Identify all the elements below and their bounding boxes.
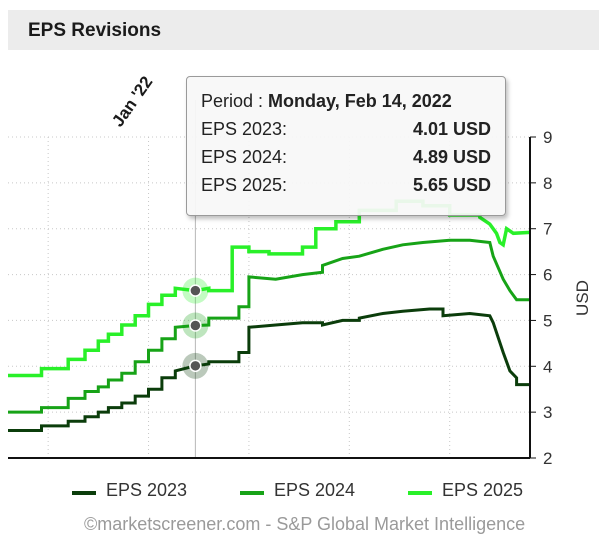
- marker-dot: [189, 284, 202, 297]
- tooltip-period-value: Monday, Feb 14, 2022: [268, 91, 452, 111]
- marker-layer[interactable]: [182, 277, 209, 379]
- series-layer: [8, 199, 531, 432]
- data-tooltip: Period : Monday, Feb 14, 2022 EPS 2023: …: [186, 76, 506, 216]
- y-tick-label: 6: [543, 266, 552, 285]
- hover-marker-eps-2023[interactable]: [182, 352, 209, 379]
- chart-header: EPS Revisions: [8, 10, 599, 50]
- tooltip-row-value: 4.01 USD: [412, 119, 491, 139]
- tooltip-row-label: EPS 2024:: [201, 147, 288, 167]
- legend-swatch-eps-2023: [72, 491, 96, 495]
- marker-dot: [189, 359, 202, 373]
- marker-dot: [189, 319, 202, 332]
- tooltip-period-label: Period :: [201, 91, 269, 111]
- tooltip-row-label: EPS 2023:: [201, 119, 288, 139]
- y-tick-label: 2: [543, 449, 552, 468]
- hover-marker-eps-2024[interactable]: [182, 312, 209, 339]
- legend-swatch-eps-2024: [240, 491, 264, 495]
- y-axis-label: USD: [573, 280, 592, 316]
- chart-title: EPS Revisions: [28, 20, 162, 41]
- y-tick-label: 8: [543, 174, 552, 193]
- legend-swatch-eps-2025: [408, 491, 432, 495]
- hover-marker-eps-2025[interactable]: [182, 277, 209, 304]
- legend-label-eps-2025: EPS 2025: [442, 480, 524, 500]
- y-tick-label: 3: [543, 403, 552, 422]
- tooltip-period: Period : Monday, Feb 14, 2022: [201, 91, 491, 112]
- tooltip-row-label: EPS 2025:: [201, 175, 288, 195]
- y-tick-label: 5: [543, 311, 552, 330]
- tooltip-row-value: 5.65 USD: [412, 175, 491, 195]
- series-line-eps-2023: [8, 307, 530, 432]
- chart-legend: EPS 2023 EPS 2024 EPS 2025: [0, 480, 605, 506]
- x-tick-label: Jan '22: [108, 73, 156, 131]
- legend-label-eps-2024: EPS 2024: [274, 480, 356, 500]
- y-tick-label: 9: [543, 128, 552, 147]
- legend-label-eps-2023: EPS 2023: [106, 480, 188, 500]
- tooltip-row-value: 4.89 USD: [412, 147, 491, 167]
- source-credit: ©marketscreener.com - S&P Global Market …: [84, 514, 526, 534]
- series-line-eps-2024: [8, 238, 530, 414]
- y-tick-label: 4: [543, 357, 552, 376]
- series-line-eps-2025: [8, 199, 531, 378]
- y-tick-label: 7: [543, 220, 552, 239]
